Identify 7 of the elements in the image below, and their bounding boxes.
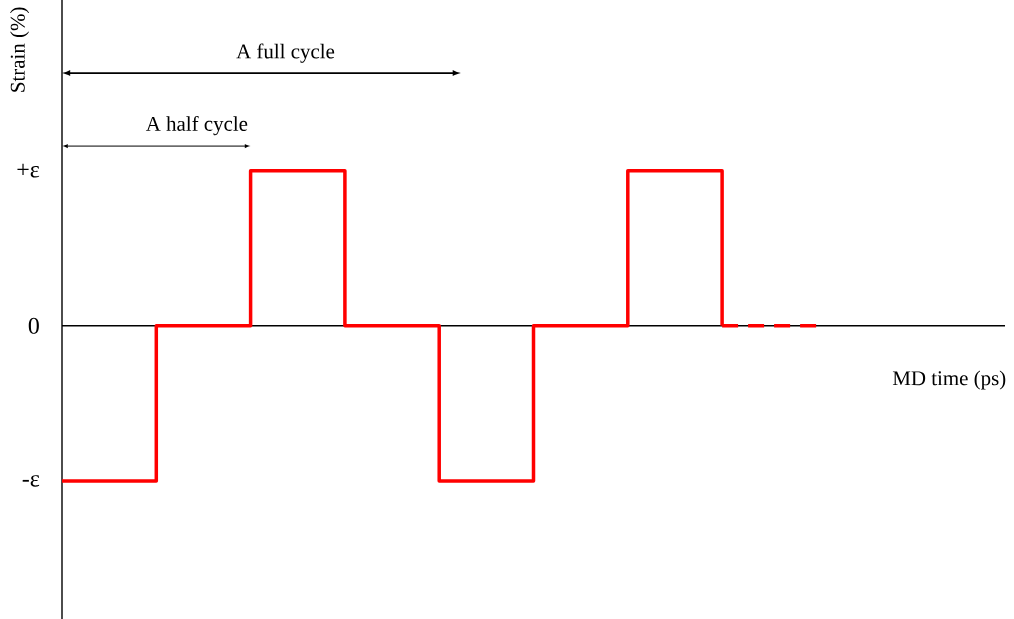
x-axis-title: MD time (ps) — [892, 370, 1006, 390]
annotation: 0 — [28, 317, 39, 334]
text: A full cycle — [236, 43, 335, 63]
annotation: +ε — [17, 163, 40, 178]
text: A half cycle — [145, 115, 248, 136]
y-axis-title: Strain (%) — [10, 7, 30, 92]
annotation: -ε — [22, 475, 40, 487]
